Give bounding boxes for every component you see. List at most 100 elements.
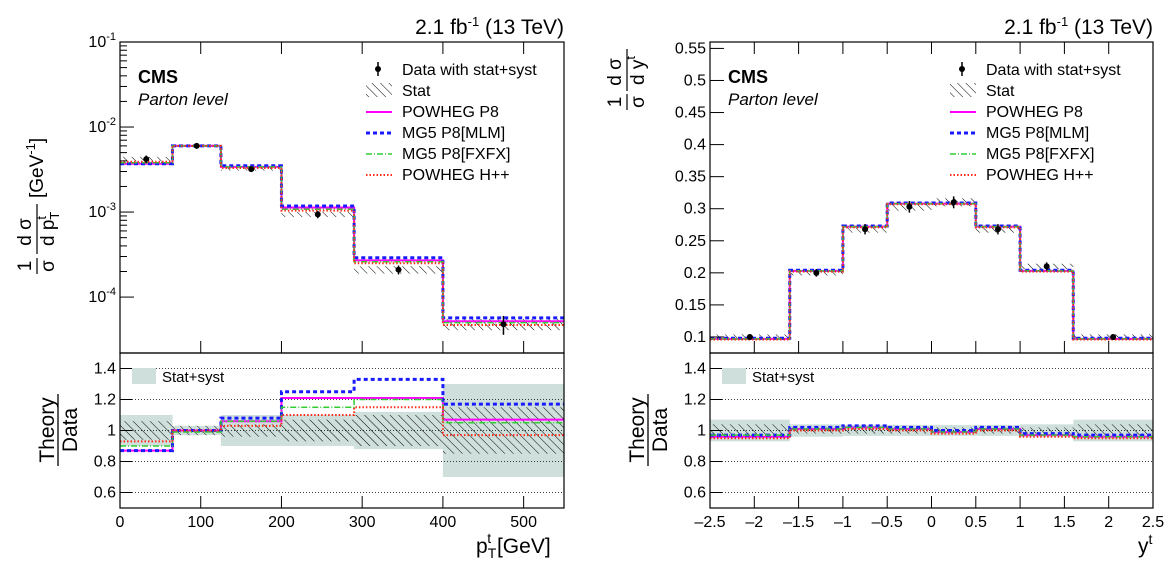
ratio-y-tick-label: 1.2 — [684, 392, 706, 409]
x-tick-label: 0 — [116, 514, 125, 531]
ratio-stat-hatch — [1020, 427, 1074, 434]
ylabel-y-part: d σ — [605, 58, 626, 86]
x-tick-label: 200 — [268, 514, 295, 531]
data-point — [906, 203, 913, 210]
x-tick-label: 2.5 — [1142, 514, 1164, 531]
ratio-stat-hatch — [1073, 424, 1153, 437]
legend-powheg_p8-label: POWHEG P8 — [402, 104, 499, 121]
ratio-ylabel-data: Data — [59, 408, 82, 453]
ylabel-pt-unit: [GeV-1] — [23, 138, 48, 198]
data-point — [143, 156, 150, 163]
ratio-line-mg5_mlm — [710, 424, 1153, 437]
data-point — [1110, 333, 1117, 340]
data-point — [395, 266, 402, 273]
y-tick-label: 10-2 — [88, 116, 116, 136]
x-tick-label: 300 — [349, 514, 376, 531]
x-tick-label: 100 — [187, 514, 214, 531]
legend-data-label: Data with stat+syst — [986, 62, 1121, 79]
x-tick-label: 1 — [1016, 514, 1025, 531]
cms-label: CMS — [728, 67, 768, 87]
left-panel-pt: 0 100 200 300 400 500 10-4 10-3 10-2 10-1 0.6 0.8 1 1… — [15, 14, 565, 561]
x-axis-title-pt: pTt [GeV] — [476, 530, 551, 561]
data-point — [193, 142, 200, 149]
ratio-y-tick-label: 1 — [697, 423, 706, 440]
x-tick-label: –1 — [834, 514, 852, 531]
x-axis-title-y: yt — [1138, 531, 1153, 558]
y-tick-label: 0.25 — [675, 233, 706, 250]
data-point — [813, 269, 820, 276]
data-point — [950, 199, 957, 206]
x-tick-label: –0.5 — [872, 514, 903, 531]
y-tick-label: 0.35 — [675, 169, 706, 186]
legend-stat-label: Stat — [986, 83, 1015, 100]
y-tick-label: 10-3 — [88, 201, 116, 221]
ratio-stat-hatch — [220, 424, 282, 437]
plot-frame — [119, 41, 565, 354]
plot-frame — [709, 41, 1154, 354]
y-tick-label: 10-4 — [88, 286, 116, 306]
ratio-ylabel: Theory Data — [626, 394, 672, 466]
legend-mg5_fxfx-label: MG5 P8[FXFX] — [402, 146, 510, 163]
ratio-stat-hatch — [281, 419, 355, 442]
legend-statsyst-swatch — [722, 368, 746, 384]
data-point — [862, 226, 869, 233]
legend-stat-swatch — [366, 83, 392, 97]
y-tick-label: 0.15 — [675, 297, 706, 314]
legend-statsyst-swatch — [132, 368, 156, 384]
x-tick-label: –2 — [745, 514, 763, 531]
lumi-label: 2.1 fb-1 (13 TeV) — [1004, 14, 1153, 39]
legend-mg5_mlm-label: MG5 P8[MLM] — [402, 125, 505, 142]
legend-powheg_hpp-label: POWHEG H++ — [402, 167, 510, 184]
x-tick-label: 2 — [1104, 514, 1113, 531]
ylabel-pt-part: d σ — [15, 218, 36, 246]
ratio-y-tick-label: 0.8 — [684, 454, 706, 471]
level-label: Parton level — [138, 90, 229, 109]
ratio-stat-hatch — [354, 415, 443, 446]
ratio-y-tick-label: 0.8 — [94, 454, 116, 471]
right-panel-y: –2.5 –2 –1.5 –1 –0.5 0 0.5 1 1.5 2 2.5 0.1 0.15 0.2 0.… — [605, 14, 1164, 558]
ylabel-y-part: σ — [628, 96, 649, 108]
legend-mg5_mlm-label: MG5 P8[MLM] — [986, 125, 1089, 142]
y-tick-label: 10-1 — [88, 31, 116, 51]
data-point — [746, 333, 753, 340]
y-tick-label: 0.1 — [684, 329, 706, 346]
x-tick-label: 500 — [510, 514, 537, 531]
theory-line-powheg_p8 — [710, 202, 1153, 340]
data-point — [994, 226, 1001, 233]
legend-stat-label: Stat — [402, 83, 431, 100]
ratio-stat-hatch — [710, 424, 790, 437]
data-point — [1043, 263, 1050, 270]
theory-line-powheg_hpp — [710, 203, 1153, 341]
x-tick-label: –2.5 — [694, 514, 725, 531]
data-point — [314, 211, 321, 218]
y-tick-label: 0.55 — [675, 40, 706, 57]
legend-statsyst-label: Stat+syst — [752, 369, 815, 386]
ratio-stat-hatch — [442, 407, 564, 454]
legend-stat-swatch — [950, 83, 976, 97]
theory-line-mg5_mlm — [710, 201, 1153, 340]
legend-data-marker — [959, 66, 965, 72]
legend-powheg_p8-label: POWHEG P8 — [986, 104, 1083, 121]
x-tick-label: 400 — [430, 514, 457, 531]
ratio-ylabel-data: Data — [649, 408, 672, 453]
ratio-stat-hatch — [789, 427, 843, 434]
y-tick-label: 0.45 — [675, 105, 706, 122]
ratio-y-tick-label: 1 — [107, 423, 116, 440]
ratio-line-powheg_hpp — [120, 406, 564, 443]
ratio-y-tick-label: 0.6 — [94, 485, 116, 502]
ratio-y-tick-label: 1.2 — [94, 392, 116, 409]
data-point — [248, 166, 255, 173]
ratio-ylabel-theory: Theory — [36, 397, 59, 463]
legend-statsyst-label: Stat+syst — [162, 369, 225, 386]
ratio-y-tick-label: 1.4 — [94, 361, 116, 378]
ylabel-pt-part: 1 — [15, 261, 36, 272]
legend-powheg_hpp-label: POWHEG H++ — [986, 167, 1094, 184]
ratio-stat-hatch — [931, 427, 976, 434]
legend-data-label: Data with stat+syst — [402, 62, 537, 79]
x-tick-label: –1.5 — [783, 514, 814, 531]
ratio-ylabel: Theory Data — [36, 394, 82, 466]
ratio-y-tick-label: 1.4 — [684, 361, 706, 378]
ylabel-pt-part: d pTt — [34, 212, 62, 246]
